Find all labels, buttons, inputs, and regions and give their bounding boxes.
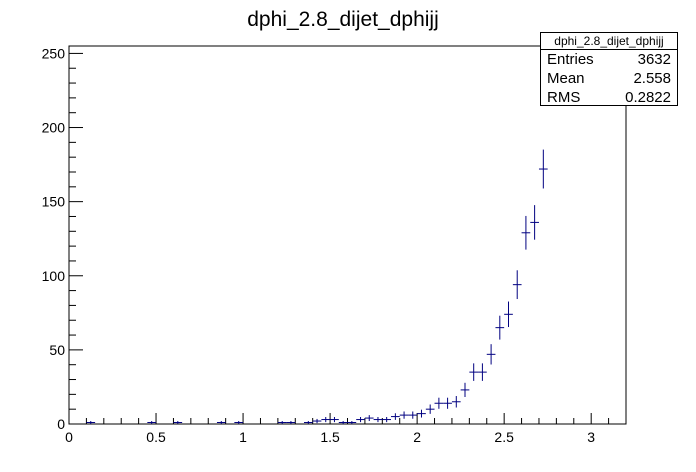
y-tick-label: 100: [42, 268, 66, 284]
x-tick-label: 2.5: [494, 429, 514, 445]
stats-label: Mean: [547, 70, 585, 87]
stats-label: RMS: [547, 89, 581, 106]
data-point: [408, 411, 418, 419]
data-point: [538, 149, 548, 189]
data-point: [86, 421, 96, 424]
data-point: [512, 270, 522, 300]
data-point: [399, 411, 409, 419]
data-point: [469, 363, 479, 381]
data-point: [391, 413, 400, 420]
y-tick-label: 250: [42, 45, 66, 61]
data-point: [356, 416, 365, 423]
y-tick-label: 0: [57, 416, 65, 432]
x-tick-label: 2: [413, 429, 421, 445]
data-point: [425, 404, 435, 414]
data-point: [338, 421, 348, 424]
data-point: [382, 416, 392, 423]
stats-row-mean: Mean 2.558: [541, 69, 677, 88]
stats-row-rms: RMS 0.2822: [541, 88, 677, 107]
data-point: [478, 363, 487, 381]
stats-title: dphi_2.8_dijet_dphijj: [541, 33, 677, 50]
data-point: [530, 205, 539, 240]
data-point: [460, 382, 470, 398]
y-tick-label: 200: [42, 120, 66, 136]
data-point: [373, 416, 383, 423]
stats-value: 3632: [637, 51, 671, 68]
data-point: [504, 301, 513, 328]
data-point: [443, 397, 452, 409]
data-point: [330, 416, 339, 423]
x-tick-label: 0.5: [146, 429, 166, 445]
data-point: [286, 421, 296, 424]
stats-box: dphi_2.8_dijet_dphijj Entries 3632 Mean …: [540, 32, 678, 106]
data-point: [521, 215, 531, 250]
data-point: [347, 421, 357, 424]
axes: 0 0.5 1 1.5 2 2.5 3 0 50 100 150 200 250: [42, 45, 627, 445]
data-point: [216, 421, 226, 424]
x-tick-label: 1.5: [320, 429, 340, 445]
data-point: [173, 421, 183, 424]
data-point: [451, 396, 461, 408]
data-point: [486, 344, 496, 365]
data-point: [277, 421, 287, 424]
stats-value: 2.558: [633, 70, 671, 87]
data-point: [417, 409, 426, 418]
x-tick-label: 0: [65, 429, 73, 445]
data-point: [364, 415, 374, 422]
stats-label: Entries: [547, 51, 594, 68]
stats-value: 0.2822: [625, 89, 671, 106]
y-tick-label: 50: [49, 342, 65, 358]
data-point: [434, 397, 444, 409]
data-point: [495, 315, 505, 340]
data-point: [234, 421, 244, 424]
y-tick-label: 150: [42, 194, 66, 210]
data-point: [147, 421, 157, 424]
x-tick-label: 3: [587, 429, 595, 445]
x-tick-label: 1: [239, 429, 247, 445]
data-point: [303, 421, 313, 424]
chart-title: dphi_2.8_dijet_dphijj: [247, 8, 439, 31]
data-points: [86, 149, 548, 424]
data-point: [312, 418, 322, 424]
data-point: [321, 416, 331, 423]
stats-row-entries: Entries 3632: [541, 50, 677, 69]
